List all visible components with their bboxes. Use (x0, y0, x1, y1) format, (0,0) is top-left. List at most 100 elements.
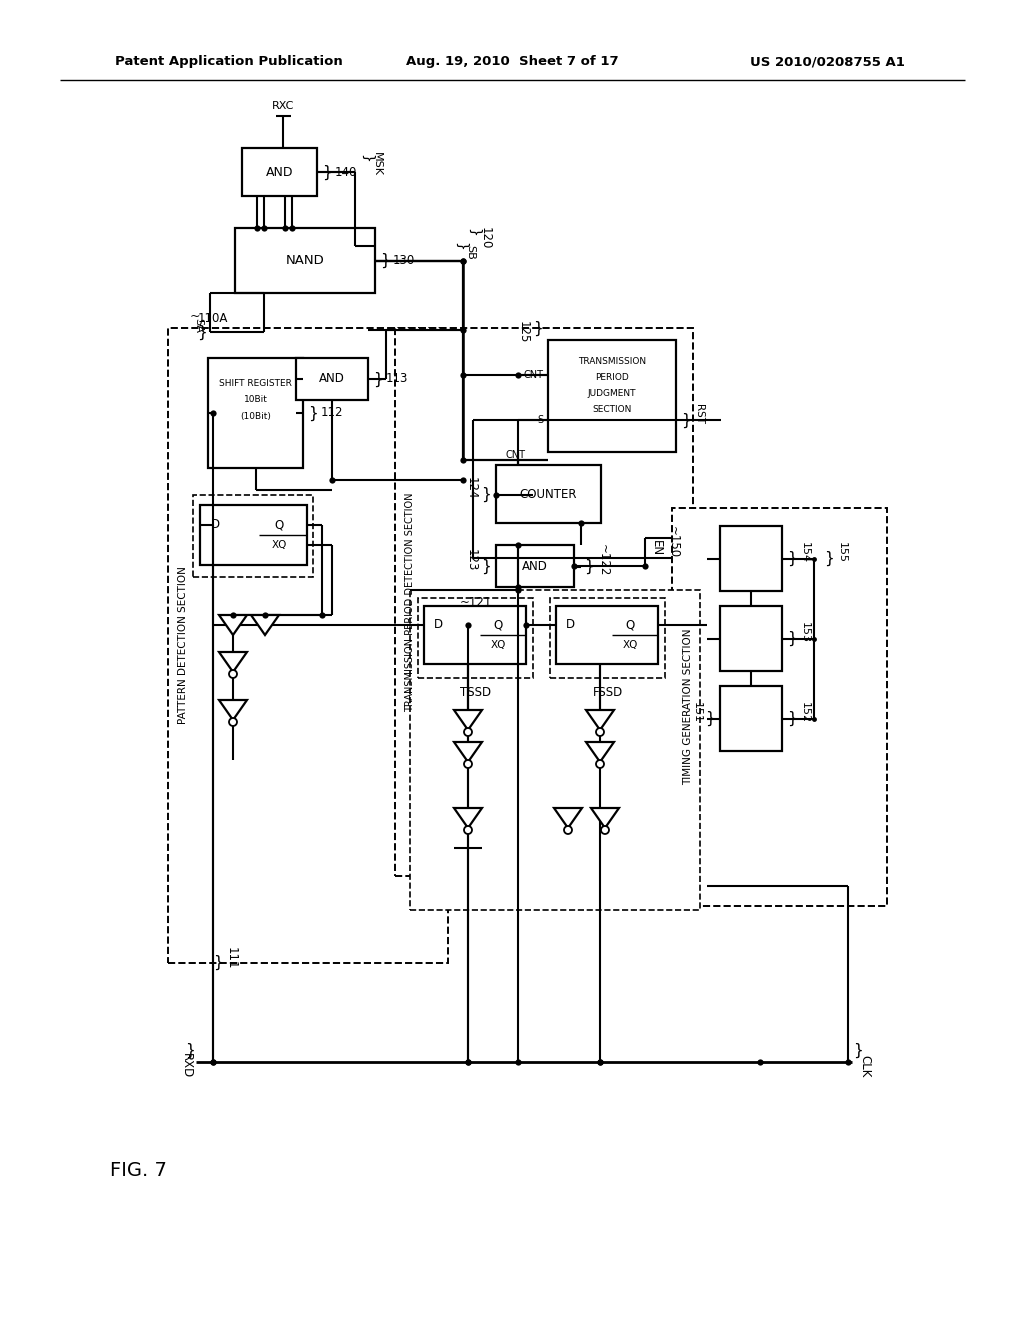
Text: PERIOD: PERIOD (595, 374, 629, 383)
Text: 151: 151 (692, 702, 702, 723)
Text: US 2010/0208755 A1: US 2010/0208755 A1 (751, 55, 905, 69)
Polygon shape (251, 615, 279, 635)
Text: COUNTER: COUNTER (520, 487, 578, 500)
Bar (720, 686, 782, 751)
Text: 120: 120 (478, 227, 492, 249)
Text: }: } (787, 550, 797, 566)
Text: }: } (185, 1043, 195, 1057)
Text: }: } (359, 153, 373, 162)
Text: EN: EN (650, 540, 663, 556)
Text: 124: 124 (465, 477, 478, 499)
Text: }: } (706, 711, 715, 726)
Bar (550, 598, 665, 678)
Bar (548, 341, 676, 451)
Text: 111: 111 (225, 946, 238, 969)
Text: AND: AND (522, 560, 548, 573)
Text: CNT: CNT (506, 450, 526, 459)
Text: }: } (584, 558, 594, 574)
Text: 110A: 110A (198, 312, 228, 325)
Text: }: } (322, 165, 332, 180)
Text: Q: Q (494, 619, 503, 631)
Circle shape (229, 671, 237, 678)
Text: TIMING GENERATION SECTION: TIMING GENERATION SECTION (683, 628, 693, 785)
Text: 140: 140 (335, 165, 357, 178)
Bar (418, 598, 534, 678)
Text: AND: AND (266, 165, 293, 178)
Text: }: } (466, 228, 480, 236)
Text: }: } (534, 321, 543, 335)
Text: Q: Q (274, 519, 284, 532)
Text: TSSD: TSSD (460, 685, 492, 698)
Text: SA: SA (193, 318, 203, 333)
Text: SECTION: SECTION (592, 405, 632, 414)
Text: S: S (537, 414, 543, 425)
Text: }: } (308, 405, 317, 421)
Text: RXD: RXD (180, 1053, 193, 1078)
Text: }: } (453, 242, 467, 251)
Text: }: } (213, 954, 223, 970)
Text: ~150: ~150 (667, 525, 680, 558)
Text: XQ: XQ (271, 540, 287, 550)
Text: 130: 130 (393, 253, 416, 267)
Bar (672, 508, 887, 906)
Text: CLK: CLK (858, 1055, 871, 1077)
Text: 125: 125 (517, 321, 530, 343)
Text: XQ: XQ (623, 640, 638, 649)
Text: 123: 123 (465, 549, 478, 572)
Bar (168, 327, 449, 964)
Text: }: } (853, 1043, 863, 1057)
Circle shape (564, 826, 572, 834)
Text: NAND: NAND (286, 253, 325, 267)
Text: FIG. 7: FIG. 7 (110, 1160, 167, 1180)
Text: TRANSMISSION PERIOD DETECTION SECTION: TRANSMISSION PERIOD DETECTION SECTION (406, 492, 415, 711)
Text: D: D (433, 619, 442, 631)
Text: ~121: ~121 (460, 597, 493, 610)
Bar (496, 545, 574, 587)
Circle shape (596, 729, 604, 737)
Text: 112: 112 (321, 407, 343, 420)
Text: AND: AND (319, 372, 345, 385)
Polygon shape (591, 808, 618, 828)
Text: 113: 113 (386, 372, 409, 385)
Polygon shape (554, 808, 582, 828)
Polygon shape (219, 615, 247, 635)
Text: D: D (211, 519, 219, 532)
Bar (410, 590, 700, 909)
Bar (720, 606, 782, 671)
Polygon shape (586, 742, 614, 762)
Bar (395, 327, 693, 876)
Bar (720, 525, 782, 591)
Text: 154: 154 (800, 543, 810, 564)
Polygon shape (454, 710, 482, 730)
Text: RST: RST (694, 404, 705, 424)
Text: }: } (824, 550, 834, 566)
Text: PATTERN DETECTION SECTION: PATTERN DETECTION SECTION (178, 566, 188, 725)
Text: ~: ~ (190, 309, 201, 322)
Text: Patent Application Publication: Patent Application Publication (115, 55, 343, 69)
Text: Q: Q (626, 619, 635, 631)
Bar (242, 148, 317, 195)
Text: }: } (481, 558, 490, 574)
Text: }: } (787, 631, 797, 645)
Text: SB: SB (465, 246, 475, 260)
Text: }: } (380, 253, 390, 268)
Polygon shape (586, 710, 614, 730)
Bar (200, 506, 307, 565)
Text: RXC: RXC (272, 102, 295, 111)
Polygon shape (454, 742, 482, 762)
Bar (193, 495, 313, 577)
Text: 155: 155 (837, 543, 847, 564)
Polygon shape (219, 700, 247, 719)
Circle shape (596, 760, 604, 768)
Bar (234, 228, 375, 293)
Text: }: } (481, 486, 490, 502)
Text: }: } (681, 412, 691, 428)
Text: XQ: XQ (490, 640, 506, 649)
Text: 10Bit: 10Bit (244, 396, 267, 404)
Polygon shape (454, 808, 482, 828)
Polygon shape (219, 652, 247, 672)
Text: D: D (565, 619, 574, 631)
Bar (496, 465, 601, 523)
Text: }: } (787, 711, 797, 726)
Bar (556, 606, 658, 664)
